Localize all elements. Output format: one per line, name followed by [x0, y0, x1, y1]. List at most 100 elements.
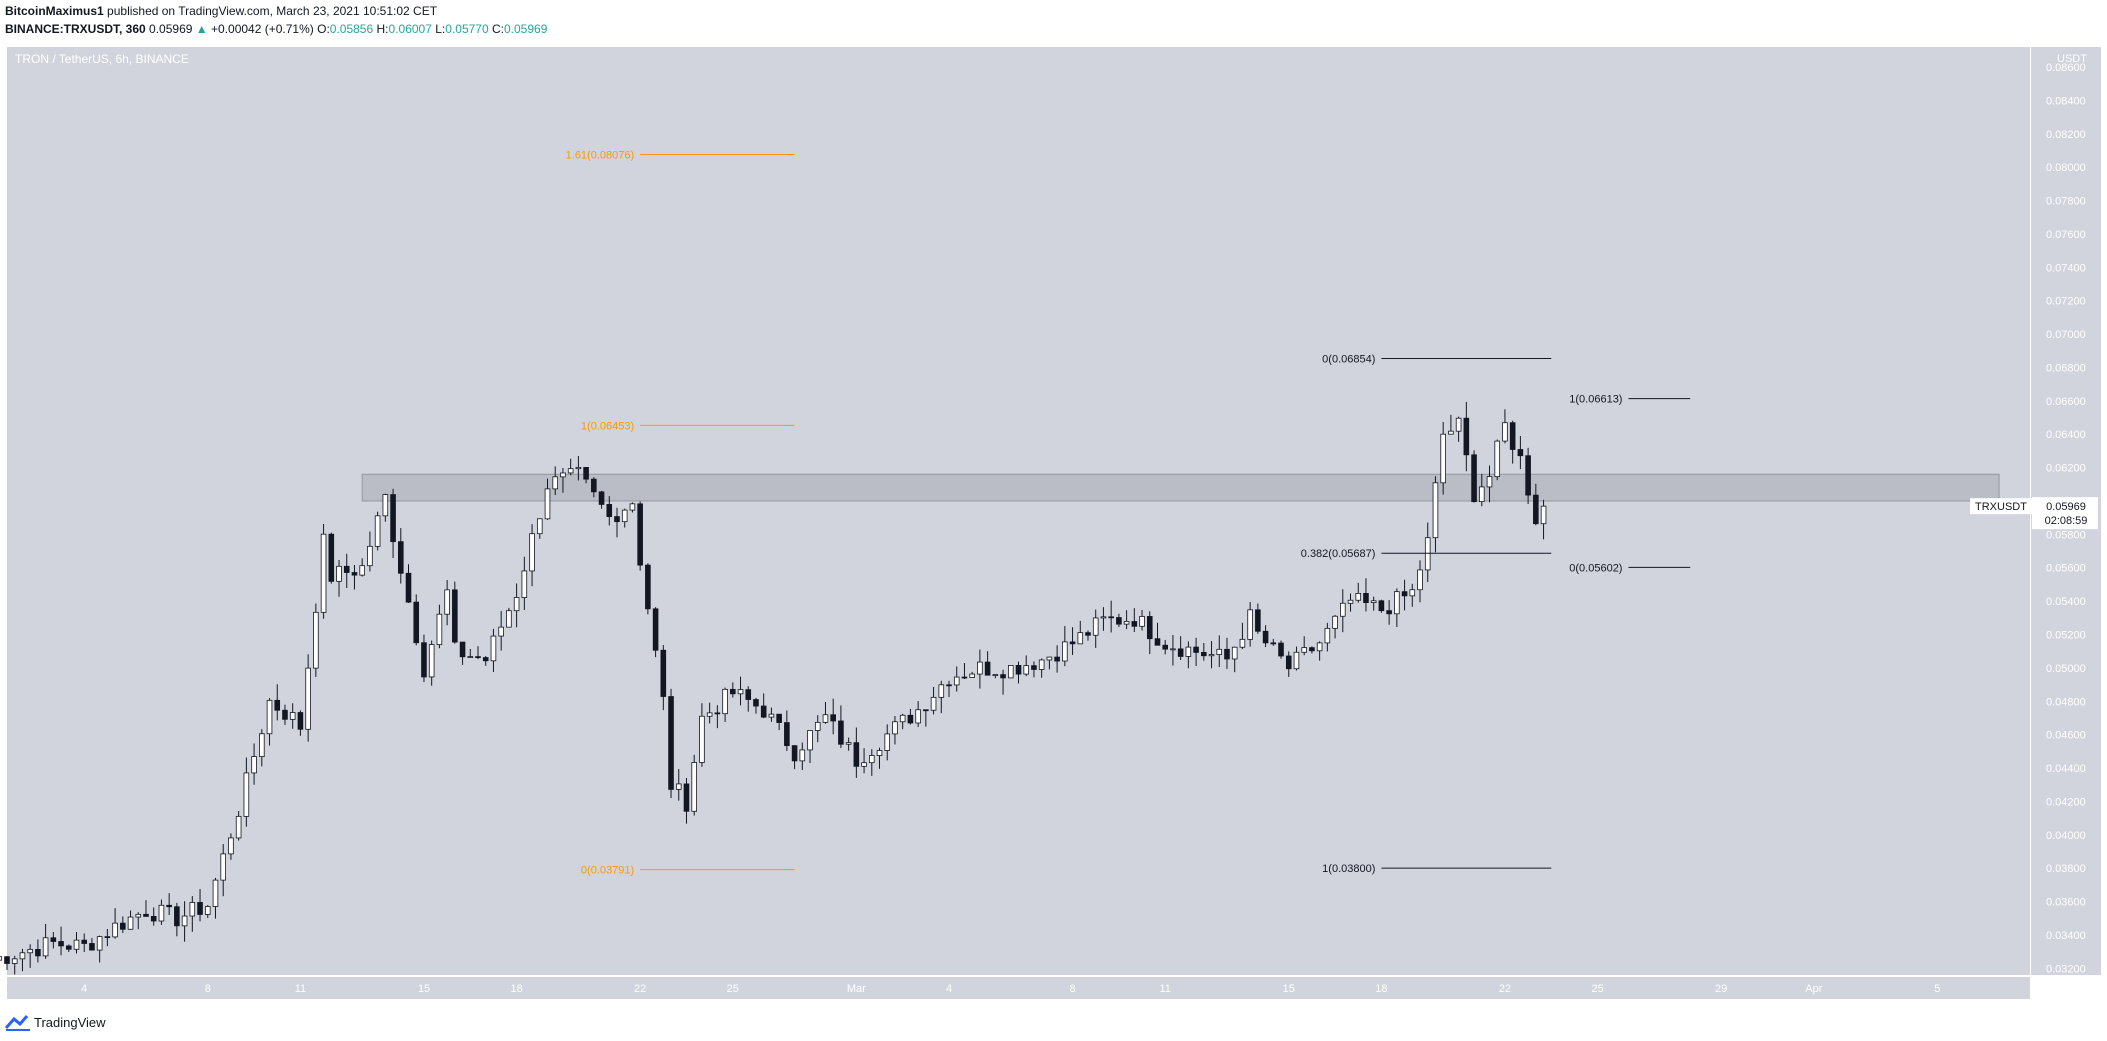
y-tick-label: 0.06400 — [2046, 429, 2086, 441]
publish-info: BitcoinMaximus1 published on TradingView… — [5, 4, 437, 18]
candle-up — [27, 949, 33, 954]
candle-down — [1069, 641, 1076, 645]
x-tick-label: Mar — [847, 983, 866, 995]
candle-up — [1170, 648, 1176, 651]
candle-up — [228, 837, 234, 855]
candle-down — [50, 937, 57, 942]
candle-up — [529, 533, 535, 572]
candle-up — [560, 472, 566, 478]
y-tick-label: 0.07800 — [2046, 196, 2086, 208]
symbol-price-tag — [1970, 498, 2032, 515]
candle-down — [1085, 632, 1091, 636]
candle-down — [791, 745, 798, 762]
y-tick-label: 0.05000 — [2046, 663, 2086, 675]
candle-down — [1285, 655, 1292, 670]
candle-up — [1100, 616, 1107, 619]
y-tick-label: 0.04000 — [2046, 830, 2086, 842]
candle-up — [1046, 656, 1053, 661]
candle-down — [351, 572, 358, 576]
candle-up — [313, 611, 319, 669]
candle-up — [1324, 627, 1331, 644]
open-label: O: — [317, 22, 330, 36]
candle-up — [1062, 641, 1068, 662]
candle-down — [81, 939, 88, 944]
candle-up — [1301, 647, 1307, 653]
tradingview-brand[interactable]: TradingView — [34, 1015, 106, 1030]
fib-level-label: 0(0.05602) — [1569, 562, 1622, 574]
y-tick-label: 0.04200 — [2046, 796, 2086, 808]
candle-up — [1038, 659, 1045, 670]
candle-up — [428, 644, 435, 678]
candle-down — [1000, 674, 1006, 679]
y-tick-label: 0.04800 — [2046, 696, 2086, 708]
candle-down — [1270, 642, 1277, 645]
y-tick-label: 0.04400 — [2046, 763, 2086, 775]
candle-down — [104, 936, 111, 939]
candle-up — [845, 742, 852, 745]
candle-down — [606, 504, 613, 517]
candle-up — [691, 762, 697, 812]
candle-up — [382, 494, 389, 517]
candle-up — [251, 756, 257, 774]
candle-up — [621, 509, 628, 523]
candle-up — [1340, 602, 1346, 617]
fib-level-label: 0(0.03791) — [581, 865, 634, 877]
candle-up — [567, 468, 574, 474]
candle-up — [1023, 665, 1030, 675]
candle-up — [1502, 422, 1508, 442]
low-value: 0.05770 — [445, 22, 489, 36]
candle-up — [699, 715, 705, 763]
y-tick-label: 0.03800 — [2046, 863, 2086, 875]
candle-up — [938, 684, 945, 698]
x-tick-label: 22 — [634, 983, 646, 995]
current-price-tag — [2032, 497, 2098, 530]
y-tick-label: 0.06200 — [2046, 463, 2086, 475]
x-tick-label: 25 — [1591, 983, 1603, 995]
candle-down — [297, 712, 304, 730]
close-label: C: — [492, 22, 504, 36]
candle-up — [1394, 591, 1400, 615]
candle-up — [1486, 476, 1493, 488]
candle-up — [96, 936, 103, 951]
candle-up — [259, 733, 265, 758]
candle-up — [1455, 417, 1462, 432]
plot-background — [7, 47, 2030, 975]
candle-down — [1162, 644, 1168, 650]
candle-down — [397, 541, 404, 574]
candle-down — [482, 657, 489, 662]
candle-down — [166, 904, 172, 908]
candle-down — [65, 945, 72, 950]
y-tick-label: 0.07400 — [2046, 262, 2086, 274]
candle-down — [4, 956, 10, 964]
candle-down — [683, 783, 690, 812]
author-name[interactable]: BitcoinMaximus1 — [5, 4, 104, 18]
candle-up — [181, 915, 188, 927]
y-tick-label: 0.03400 — [2046, 930, 2086, 942]
candle-down — [1309, 647, 1315, 652]
y-tick-label: 0.08200 — [2046, 129, 2086, 141]
candle-down — [1146, 616, 1153, 640]
candle-down — [1463, 417, 1470, 456]
price-chart[interactable]: TRON / TetherUS, 6h, BINANCE 0.03200 0.034… — [0, 42, 2107, 1010]
candle-up — [19, 952, 26, 960]
candle-down — [923, 709, 929, 712]
candle-up — [536, 518, 543, 535]
candle-down — [984, 661, 991, 676]
tradingview-logo-icon[interactable] — [5, 1014, 31, 1032]
candle-up — [135, 913, 142, 918]
candle-up — [1216, 648, 1223, 655]
candle-up — [575, 467, 582, 470]
candle-up — [1417, 569, 1423, 591]
candle-down — [853, 742, 860, 767]
candle-down — [1108, 616, 1114, 619]
candle-up — [521, 570, 528, 598]
candle-down — [343, 565, 350, 573]
candle-up — [706, 712, 713, 717]
candle-down — [1015, 665, 1022, 675]
x-tick-label: 8 — [1069, 983, 1075, 995]
x-tick-label: 4 — [81, 983, 87, 995]
fib-level-label: 1(0.06453) — [581, 420, 634, 432]
chart-header: BitcoinMaximus1 published on TradingView… — [0, 0, 2107, 42]
candle-down — [1386, 610, 1392, 615]
time-axis-background — [7, 977, 2030, 999]
